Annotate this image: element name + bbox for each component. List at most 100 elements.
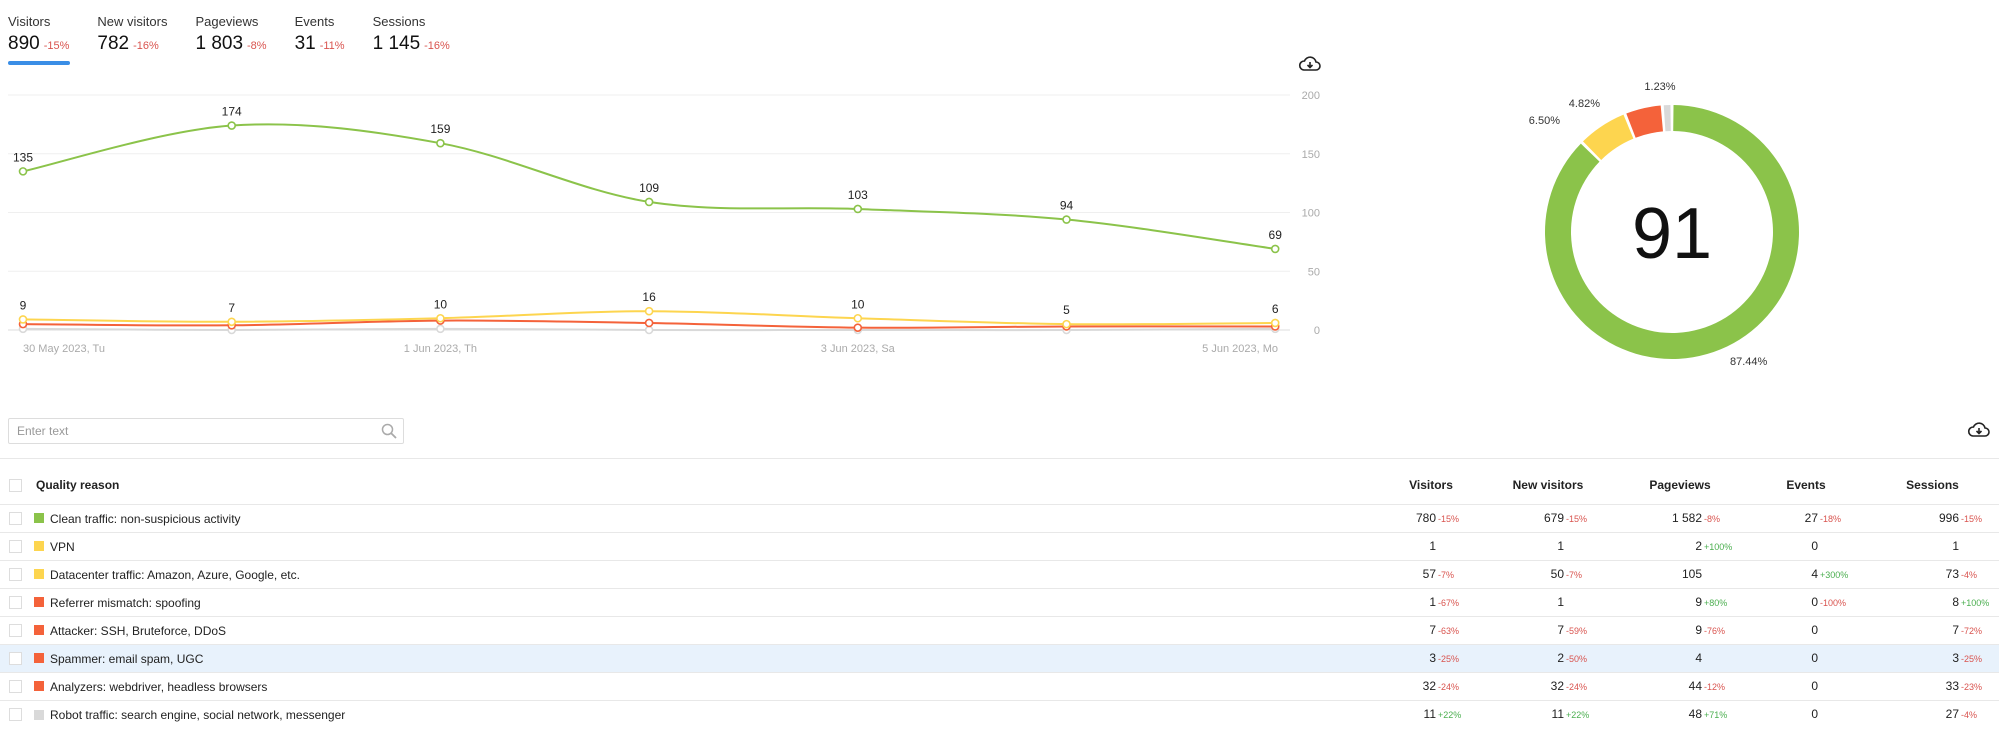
quality-reason-label: Analyzers: webdriver, headless browsers [50,679,268,694]
quality-reason-label: Attacker: SSH, Bruteforce, DDoS [50,623,227,638]
cell-value: 2 [1557,651,1564,665]
svg-text:69: 69 [1269,228,1283,242]
cell-value: 73 [1945,567,1959,581]
tab-visitors[interactable]: Visitors 890 -15% [8,14,71,65]
table-row[interactable]: VPN 1 1 2 +100% 0 1 [0,531,1999,560]
metric-cell: 4 [1614,643,1746,672]
table-row[interactable]: Spammer: email spam, UGC 3 -25% 2 -50% 4 0 3 -25… [0,643,1999,672]
metric-tabs: Visitors 890 -15% New visitors 782 -16% Pa… [8,14,478,65]
quality-reason-cell: Datacenter traffic: Amazon, Azure, Googl… [0,559,1380,588]
tab-pageviews[interactable]: Pageviews 1 803 -8% [195,14,266,65]
quality-reason-cell: Analyzers: webdriver, headless browsers [0,671,1380,700]
search-input[interactable] [9,419,369,443]
color-swatch [34,681,44,692]
cell-value: 3 [1429,651,1436,665]
svg-text:1 Jun 2023, Th: 1 Jun 2023, Th [404,343,477,355]
tab-new-visitors[interactable]: New visitors 782 -16% [97,14,167,65]
cell-value: 0 [1811,707,1818,722]
table-row[interactable]: Analyzers: webdriver, headless browsers 3… [0,671,1999,700]
row-checkbox[interactable] [9,651,22,665]
metric-cell: 27 -18% [1746,503,1866,532]
svg-text:30 May 2023, Tu: 30 May 2023, Tu [23,343,105,355]
cell-value: 11 [1423,707,1436,722]
metric-cell: 2 -50% [1482,643,1614,672]
cell-value: 48 [1688,707,1702,722]
table-row[interactable]: Robot traffic: search engine, social net… [0,699,1999,728]
svg-text:4.82%: 4.82% [1569,98,1600,110]
search-box [8,418,404,444]
metric-cell: 32 -24% [1380,671,1482,700]
table-row[interactable]: Referrer mismatch: spoofing 1 -67% 1 9 +80% 0-… [0,587,1999,616]
search-icon[interactable] [381,423,397,439]
metric-cell: 0 [1746,699,1866,728]
cell-value: 7 [1429,623,1436,637]
tab-events[interactable]: Events 31 -11% [295,14,345,65]
cell-change: -24% [1438,682,1460,692]
header-sessions[interactable]: Sessions [1906,477,1959,492]
cell-value: 2 [1695,539,1702,553]
cell-change: -4% [1961,710,1978,721]
svg-text:5 Jun 2023, Mo: 5 Jun 2023, Mo [1202,343,1278,355]
row-checkbox[interactable] [9,539,22,553]
metric-cell: 7 -59% [1482,615,1614,644]
select-all-checkbox[interactable] [9,478,22,492]
table-header-row: Quality reason Visitors New visitors Pag… [0,466,1999,504]
metric-cell: 50 -7% [1482,559,1614,588]
metric-cell: 0 [1746,671,1866,700]
row-checkbox[interactable] [9,511,22,525]
row-checkbox[interactable] [9,679,22,693]
cell-value: 1 [1557,595,1564,609]
header-events[interactable]: Events [1786,477,1826,492]
header-visitors[interactable]: Visitors [1409,477,1453,492]
metric-cell: 1 [1482,531,1614,560]
tab-change: -16% [133,40,159,52]
table-row[interactable]: Datacenter traffic: Amazon, Azure, Googl… [0,559,1999,588]
quality-reason-label: Referrer mismatch: spoofing [50,595,201,610]
header-new-visitors[interactable]: New visitors [1512,477,1584,492]
cell-value: 44 [1688,679,1702,693]
svg-text:6: 6 [1272,302,1279,316]
svg-text:5: 5 [1063,303,1070,317]
metric-cell: 0 -100% [1746,587,1866,616]
metric-cell: 780 -15% [1380,503,1482,532]
cell-value: 3 [1952,651,1959,665]
cell-value: 0 [1811,595,1818,609]
cell-change: -7% [1566,570,1583,580]
metric-cell: 0 [1746,531,1866,560]
tab-label: New visitors [97,14,168,29]
svg-text:100: 100 [1302,208,1320,220]
quality-reason-label: Datacenter traffic: Amazon, Azure, Googl… [50,567,300,582]
quality-reason-cell: Robot traffic: search engine, social net… [0,699,1380,728]
metric-cell: 1 [1866,531,1999,560]
metric-cell: 4 +300% [1746,559,1866,588]
tab-change: -8% [247,40,267,52]
table-row[interactable]: Attacker: SSH, Bruteforce, DDoS 7 -63% 7 -59… [0,615,1999,644]
tab-sessions[interactable]: Sessions 1 145 -16% [373,14,450,65]
row-checkbox[interactable] [9,623,22,637]
cell-value: 11 [1551,707,1564,722]
tab-change: -15% [43,40,70,52]
cloud-download-icon[interactable] [1298,54,1322,74]
metric-cell: 0 [1746,643,1866,672]
color-swatch [34,625,44,636]
header-pageviews[interactable]: Pageviews [1649,477,1711,492]
tab-change: -16% [424,40,450,52]
cell-value: 33 [1945,679,1959,693]
tab-value: 1 803 [195,33,244,54]
svg-text:109: 109 [639,181,659,195]
cell-change: -18% [1820,514,1842,524]
svg-text:174: 174 [222,105,242,119]
svg-text:9: 9 [20,298,27,312]
metric-cell: 1 -67% [1380,587,1482,616]
row-checkbox[interactable] [9,708,22,722]
cloud-download-icon[interactable] [1967,420,1991,440]
metric-cell: 7 -63% [1380,615,1482,644]
row-checkbox[interactable] [9,567,22,581]
svg-text:50: 50 [1308,266,1320,278]
row-checkbox[interactable] [9,595,22,609]
donut-chart: 87.44% 6.50% 4.82% 1.23% 91 [1529,81,1799,368]
table-row[interactable]: Clean traffic: non-suspicious activity 78… [0,503,1999,532]
header-quality-reason[interactable]: Quality reason [0,466,1380,504]
metric-cell: 27 -4% [1866,699,1999,728]
svg-text:10: 10 [851,297,865,311]
